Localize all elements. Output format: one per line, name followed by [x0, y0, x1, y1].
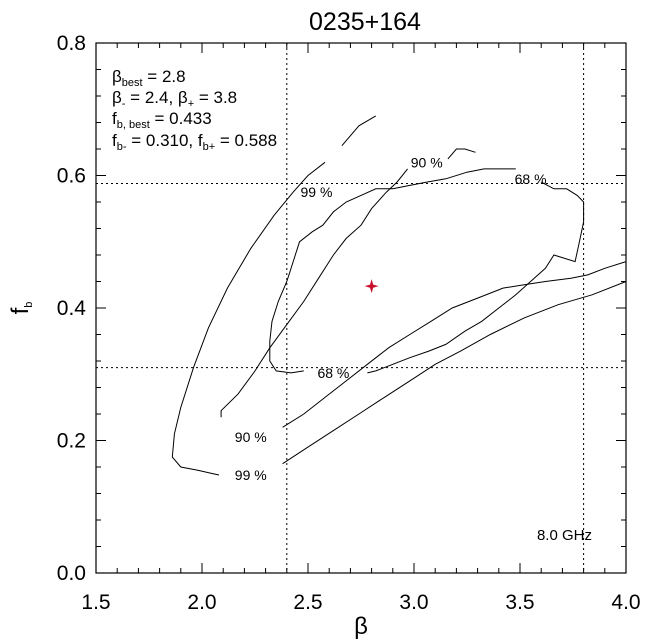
beta-range-annotation: β- = 2.4, β+ = 3.8: [112, 88, 237, 110]
contour-90-segment-1: [282, 261, 627, 428]
y-tick-label: 0.6: [57, 165, 86, 188]
contour-68-segment-1: [367, 181, 585, 374]
contour-label-99-0: 99 %: [301, 184, 333, 200]
best-fit-layer: [364, 279, 379, 294]
confidence-contours: [171, 115, 627, 476]
y-tick-label: 0.4: [57, 297, 87, 320]
x-tick-label: 2.0: [187, 591, 216, 614]
fit-annotations: βbest = 2.8 β- = 2.4, β+ = 3.8 fb, best …: [112, 67, 277, 153]
contour-68-segment-0: [269, 168, 516, 374]
x-tick-label: 2.5: [293, 591, 322, 614]
x-tick-label: 3.0: [399, 591, 428, 614]
beta-best-annotation: βbest = 2.8: [112, 67, 186, 89]
contour-label-90-0: 90 %: [411, 154, 443, 170]
chart-title: 0235+164: [309, 8, 421, 36]
y-tick-label: 0.0: [57, 562, 86, 585]
best-fit-marker: [364, 279, 379, 294]
axis-tick-labels: 1.5 2.0 2.5 3.0 3.5 4.0 0.0 0.2 0.4 0.6 0.8: [57, 32, 641, 614]
contour-90-segment-2: [447, 148, 476, 160]
frequency-label: 8.0 GHz: [537, 527, 592, 544]
fb-range-annotation: fb- = 0.310, fb+ = 0.588: [112, 131, 277, 153]
contour-90-segment-0: [220, 168, 408, 418]
fb-best-annotation: fb, best = 0.433: [112, 109, 212, 131]
x-tick-label: 1.5: [81, 591, 110, 614]
contour-label-68-1: 68 %: [515, 171, 547, 187]
contour-label-90-1: 90 %: [235, 429, 267, 445]
contour-99-segment-0: [171, 161, 326, 476]
y-axis-label: fb: [7, 302, 35, 315]
contour-labels: 68 % 68 % 90 % 90 % 99 % 99 %: [235, 154, 547, 483]
axis-ticks: [95, 42, 627, 574]
contour-99-segment-2: [341, 115, 377, 147]
reference-lines: [96, 43, 626, 573]
y-tick-label: 0.8: [57, 32, 86, 55]
x-tick-label: 3.5: [505, 591, 534, 614]
contour-label-99-1: 99 %: [235, 467, 267, 483]
x-tick-label: 4.0: [611, 591, 640, 614]
x-axis-label: β: [354, 613, 368, 640]
contour-99-segment-1: [282, 281, 627, 465]
y-tick-label: 0.2: [57, 430, 86, 453]
contour-label-68-0: 68 %: [317, 365, 349, 381]
